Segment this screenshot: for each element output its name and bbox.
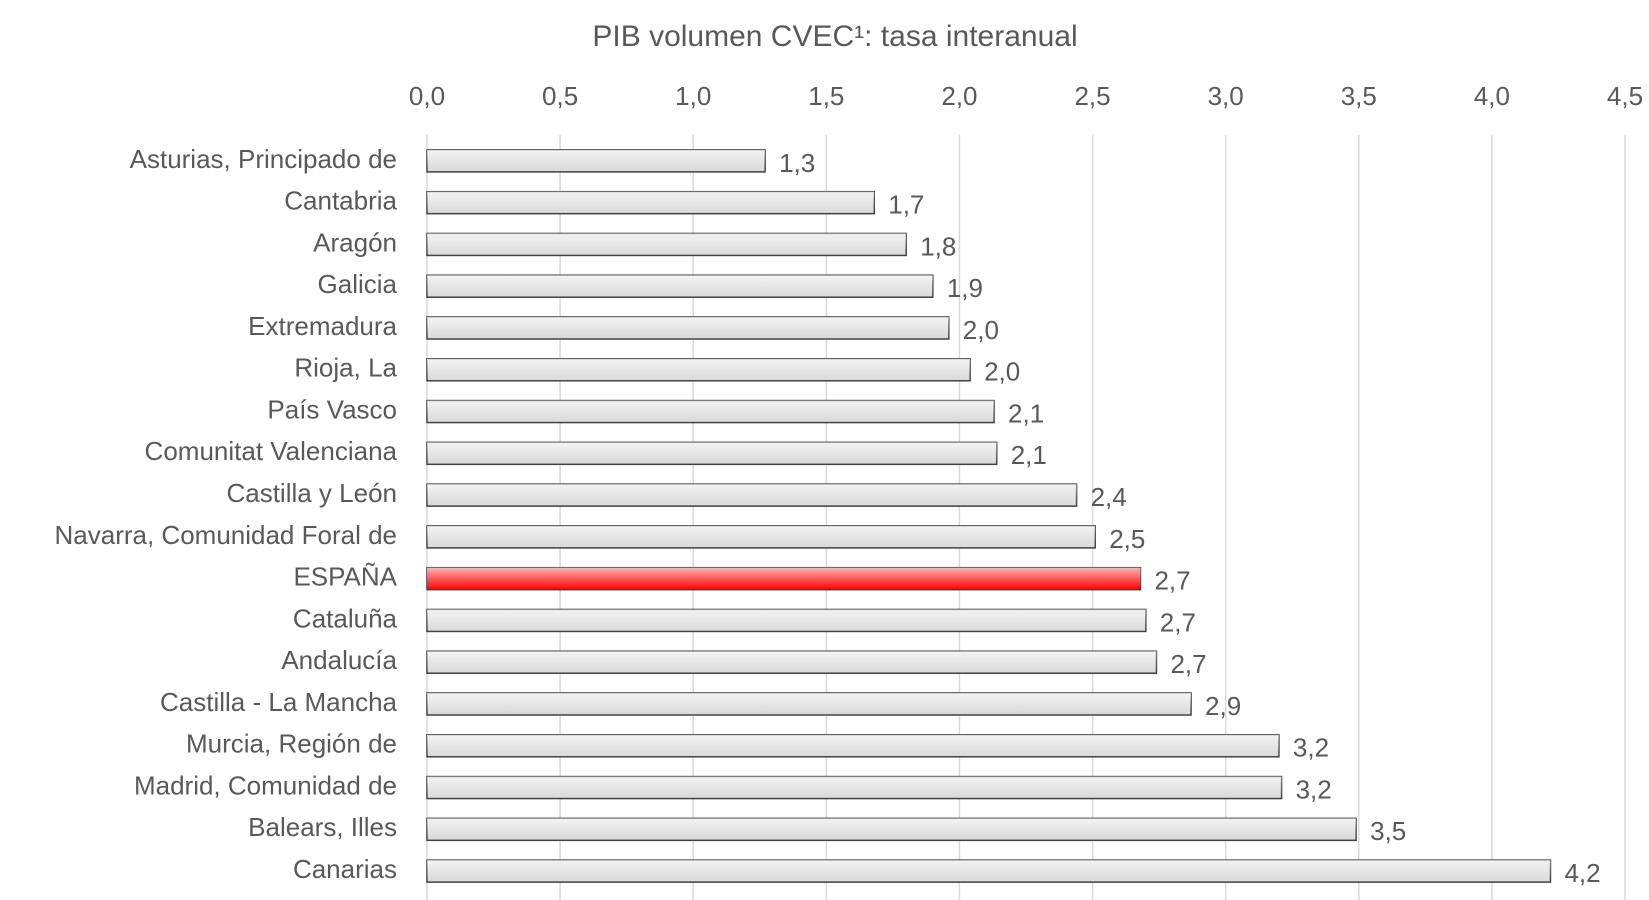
value-label: 2,4 (1091, 482, 1127, 512)
value-label: 3,5 (1370, 816, 1406, 846)
bar-shade (427, 358, 971, 381)
y-tick-label: País Vasco (267, 394, 397, 424)
y-tick-label: Comunitat Valenciana (145, 436, 398, 466)
y-tick-label: Castilla y León (226, 478, 397, 508)
value-label: 2,5 (1109, 524, 1145, 554)
x-tick-label: 1,0 (675, 81, 711, 111)
value-label: 1,3 (779, 148, 815, 178)
value-label: 1,7 (888, 190, 924, 220)
value-label: 2,7 (1170, 649, 1206, 679)
bar-shade (427, 860, 1551, 883)
y-tick-label: Extremadura (248, 311, 397, 341)
y-tick-label: Aragón (313, 227, 397, 257)
y-tick-label: ESPAÑA (293, 562, 397, 592)
x-tick-label: 3,0 (1208, 81, 1244, 111)
bar-shade (427, 776, 1282, 799)
bar-shade (427, 191, 875, 214)
y-tick-label: Galicia (318, 269, 398, 299)
chart-title: PIB volumen CVEC¹: tasa interanual (592, 20, 1077, 53)
value-label: 2,7 (1160, 607, 1196, 637)
value-label: 2,7 (1154, 566, 1190, 596)
bar-shade (427, 525, 1096, 548)
bar-shade (427, 734, 1279, 757)
y-tick-label: Canarias (293, 854, 397, 884)
value-label: 2,0 (984, 357, 1020, 387)
y-tick-label: Navarra, Comunidad Foral de (55, 520, 398, 550)
x-tick-label: 1,5 (808, 81, 844, 111)
x-tick-label: 2,5 (1074, 81, 1110, 111)
x-tick-label: 3,5 (1341, 81, 1377, 111)
bar-shade (427, 233, 907, 256)
x-tick-label: 0,0 (409, 81, 445, 111)
bar-shade (427, 651, 1157, 674)
bar-shade (427, 149, 766, 172)
y-tick-label: Murcia, Región de (186, 729, 397, 759)
x-tick-label: 4,0 (1474, 81, 1510, 111)
x-tick-label: 4,5 (1607, 81, 1643, 111)
y-tick-label: Balears, Illes (248, 812, 397, 842)
y-tick-label: Rioja, La (294, 353, 397, 383)
value-label: 2,1 (1011, 440, 1047, 470)
y-tick-label: Cataluña (293, 603, 398, 633)
value-label: 1,8 (920, 231, 956, 261)
value-label: 3,2 (1293, 733, 1329, 763)
value-label: 3,2 (1296, 774, 1332, 804)
bar-shade (427, 818, 1357, 841)
bar-shade (427, 484, 1077, 507)
y-tick-label: Madrid, Comunidad de (134, 770, 397, 800)
bar-shade (427, 609, 1146, 632)
value-label: 2,0 (963, 315, 999, 345)
y-tick-label: Asturias, Principado de (130, 144, 397, 174)
bar-shade (427, 567, 1141, 590)
y-tick-label: Cantabria (284, 186, 397, 216)
y-tick-label: Andalucía (281, 645, 397, 675)
value-label: 1,9 (947, 273, 983, 303)
bar-shade (427, 275, 933, 298)
x-tick-label: 0,5 (542, 81, 578, 111)
y-tick-label: Castilla - La Mancha (160, 687, 398, 717)
value-label: 2,9 (1205, 691, 1241, 721)
bar-shade (427, 400, 995, 423)
bar-shade (427, 317, 949, 339)
bar-shade (427, 442, 997, 465)
x-tick-label: 2,0 (941, 81, 977, 111)
value-label: 2,1 (1008, 398, 1044, 428)
bar-shade (427, 693, 1192, 715)
value-label: 4,2 (1564, 858, 1600, 888)
